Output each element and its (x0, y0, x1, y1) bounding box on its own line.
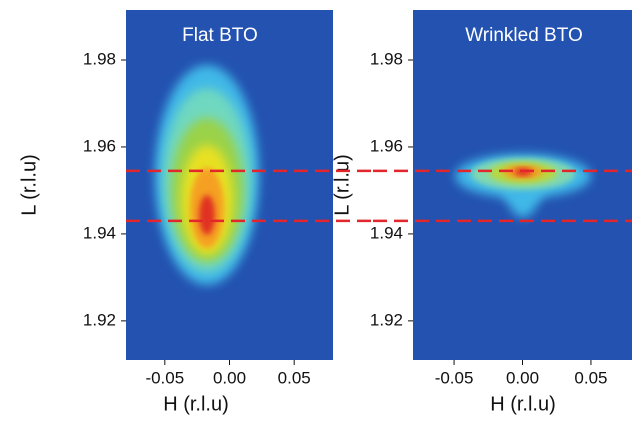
y-tick-label: 1.92 (83, 310, 116, 329)
intensity-map (155, 65, 259, 285)
y-axis-label: L (r.l.u) (18, 154, 40, 216)
x-tick-label: 0.05 (574, 368, 607, 387)
y-tick-label: 1.94 (83, 223, 116, 242)
panel-title: Flat BTO (182, 25, 258, 46)
x-axis-label: H (r.l.u) (490, 393, 556, 415)
y-axis-label: L (r.l.u) (331, 154, 353, 216)
y-tick-label: 1.92 (370, 310, 403, 329)
y-tick-label: 1.98 (370, 49, 403, 68)
x-tick-label: 0.00 (506, 368, 539, 387)
x-tick-label: 0.05 (278, 368, 311, 387)
x-axis-label: H (r.l.u) (163, 393, 229, 415)
y-tick-label: 1.96 (370, 136, 403, 155)
y-tick-label: 1.98 (83, 49, 116, 68)
x-tick-label: -0.05 (435, 368, 474, 387)
y-tick-label: 1.96 (83, 136, 116, 155)
x-tick-label: 0.00 (213, 368, 246, 387)
panel-title: Wrinkled BTO (465, 25, 583, 46)
y-tick-label: 1.94 (370, 223, 403, 242)
x-tick-label: -0.05 (145, 368, 184, 387)
